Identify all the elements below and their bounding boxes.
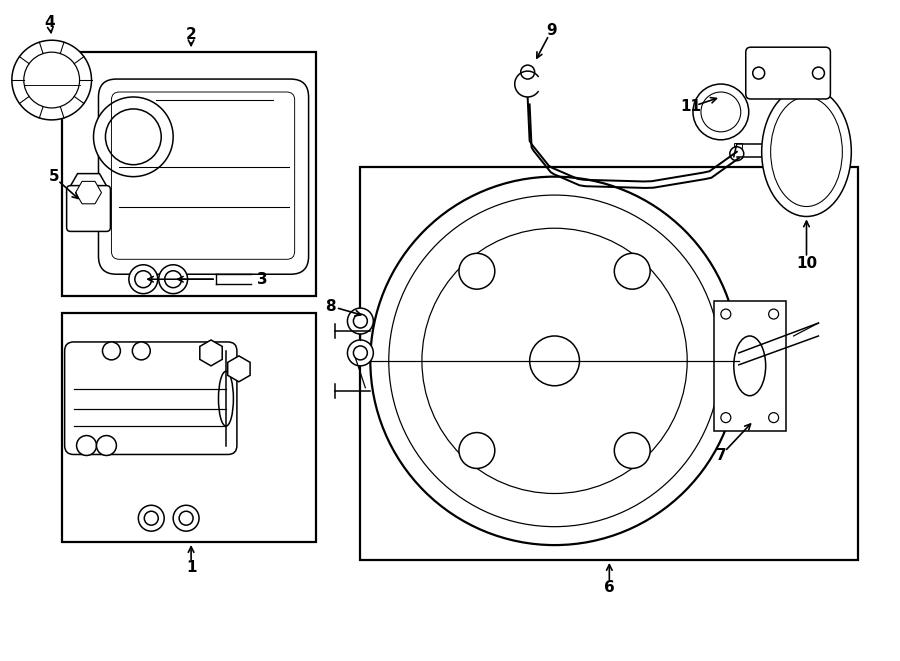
Circle shape: [144, 511, 158, 525]
FancyBboxPatch shape: [67, 186, 111, 231]
Circle shape: [165, 271, 182, 288]
Circle shape: [96, 436, 116, 455]
Text: 3: 3: [257, 272, 268, 287]
Bar: [734, 143, 742, 158]
Text: 10: 10: [796, 256, 817, 271]
Circle shape: [105, 109, 161, 165]
Circle shape: [129, 265, 158, 293]
Text: 4: 4: [44, 15, 55, 30]
Circle shape: [459, 253, 495, 289]
Text: 8: 8: [325, 299, 336, 313]
Circle shape: [370, 176, 739, 545]
Text: 6: 6: [604, 580, 615, 596]
Circle shape: [103, 342, 121, 360]
Text: 5: 5: [49, 169, 59, 184]
FancyBboxPatch shape: [746, 47, 831, 99]
Circle shape: [158, 265, 187, 293]
Circle shape: [701, 92, 741, 132]
Circle shape: [139, 505, 164, 531]
Circle shape: [132, 342, 150, 360]
Text: 9: 9: [546, 22, 557, 38]
Circle shape: [12, 40, 92, 120]
FancyBboxPatch shape: [65, 342, 237, 455]
Text: 11: 11: [680, 99, 701, 114]
Circle shape: [76, 436, 96, 455]
Ellipse shape: [734, 336, 766, 396]
Circle shape: [615, 253, 650, 289]
Circle shape: [354, 346, 367, 360]
Bar: [360, 167, 859, 560]
Bar: [61, 52, 316, 296]
Ellipse shape: [219, 371, 233, 426]
Circle shape: [721, 309, 731, 319]
Circle shape: [521, 65, 535, 79]
Ellipse shape: [761, 87, 851, 217]
Circle shape: [179, 511, 194, 525]
Bar: [61, 313, 316, 542]
Circle shape: [693, 84, 749, 140]
FancyBboxPatch shape: [98, 79, 309, 274]
Circle shape: [721, 412, 731, 422]
Circle shape: [94, 97, 173, 176]
Circle shape: [459, 432, 495, 469]
Circle shape: [615, 432, 650, 469]
Circle shape: [769, 412, 778, 422]
Circle shape: [752, 67, 765, 79]
Circle shape: [23, 52, 79, 108]
Circle shape: [530, 336, 580, 386]
Bar: [714, 301, 786, 430]
Circle shape: [347, 308, 374, 334]
Circle shape: [769, 309, 778, 319]
Circle shape: [813, 67, 824, 79]
Circle shape: [730, 147, 743, 161]
Text: 2: 2: [185, 26, 196, 42]
Text: 1: 1: [185, 561, 196, 576]
Circle shape: [173, 505, 199, 531]
Circle shape: [135, 271, 152, 288]
Circle shape: [354, 314, 367, 328]
Text: 7: 7: [716, 448, 726, 463]
Circle shape: [347, 340, 374, 366]
